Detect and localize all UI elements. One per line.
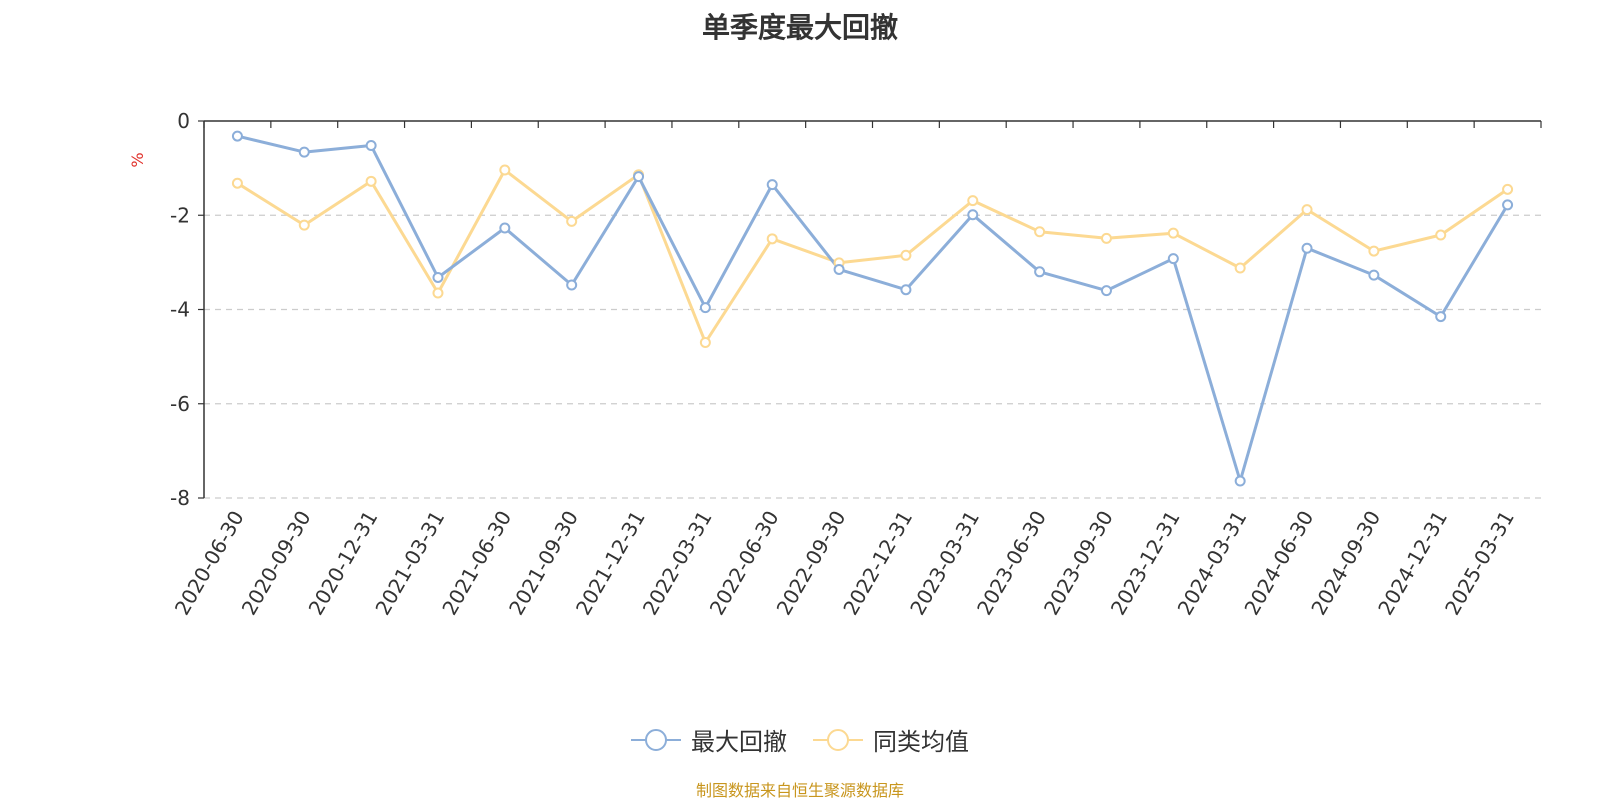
x-tick-label: 2023-06-30 <box>972 507 1051 620</box>
data-point-peer-average <box>1301 204 1313 216</box>
data-point-peer-average <box>1502 183 1514 195</box>
data-point-max-drawdown <box>1034 266 1046 278</box>
data-point-max-drawdown <box>499 222 511 234</box>
x-tick-label: 2023-09-30 <box>1039 507 1118 620</box>
data-point-max-drawdown <box>432 271 444 283</box>
data-point-peer-average <box>1167 227 1179 239</box>
data-point-peer-average <box>1435 229 1447 241</box>
data-point-peer-average <box>1100 232 1112 244</box>
legend-marker-icon <box>631 728 681 751</box>
data-point-max-drawdown <box>365 140 377 152</box>
x-tick-label: 2021-09-30 <box>504 507 583 620</box>
data-point-max-drawdown <box>1301 242 1313 254</box>
data-point-peer-average <box>967 195 979 207</box>
x-tick-label: 2022-12-31 <box>838 507 917 620</box>
data-points <box>231 130 1514 487</box>
data-point-peer-average <box>499 164 511 176</box>
x-tick-label: 2021-06-30 <box>437 507 516 620</box>
data-point-peer-average <box>298 219 310 231</box>
data-point-peer-average <box>365 175 377 187</box>
data-point-max-drawdown <box>566 279 578 291</box>
x-tick-label: 2024-09-30 <box>1306 507 1385 620</box>
data-point-max-drawdown <box>633 171 645 183</box>
series-line-max-drawdown <box>237 134 1509 483</box>
data-point-max-drawdown <box>1100 285 1112 297</box>
x-tick-label: 2022-09-30 <box>772 507 851 620</box>
y-tick-label: -8 <box>170 486 190 510</box>
legend-label: 最大回撤 <box>691 728 787 756</box>
legend: 最大回撤 同类均值 <box>0 722 1600 757</box>
data-point-peer-average <box>1234 262 1246 274</box>
x-tick-label: 2021-12-31 <box>571 507 650 620</box>
data-point-peer-average <box>1368 245 1380 257</box>
y-tick-label: 0 <box>177 109 190 133</box>
x-tick-label: 2023-03-31 <box>905 507 984 620</box>
x-tick-label: 2021-03-31 <box>370 506 449 619</box>
data-point-max-drawdown <box>766 179 778 191</box>
data-point-peer-average <box>432 287 444 299</box>
legend-item-peer-average[interactable]: 同类均值 <box>813 722 969 757</box>
x-tick-label: 2025-03-31 <box>1440 507 1519 620</box>
legend-label: 同类均值 <box>873 728 969 756</box>
x-tick-label: 2024-06-30 <box>1239 507 1318 620</box>
x-tick-label: 2022-03-31 <box>638 507 717 620</box>
data-point-max-drawdown <box>1435 311 1447 323</box>
data-point-peer-average <box>566 215 578 227</box>
axes <box>198 120 1542 499</box>
data-point-max-drawdown <box>1167 253 1179 265</box>
x-tick-label: 2023-12-31 <box>1106 507 1185 620</box>
x-tick-label: 2020-12-31 <box>304 507 383 620</box>
data-point-peer-average <box>766 233 778 245</box>
series-line-peer-average <box>236 168 1509 344</box>
y-tick-label: -2 <box>170 203 190 227</box>
x-tick-label: 2020-09-30 <box>237 507 316 620</box>
data-point-max-drawdown <box>900 284 912 296</box>
y-axis-unit-label: % <box>128 152 147 167</box>
data-point-peer-average <box>1034 226 1046 238</box>
data-point-peer-average <box>900 249 912 261</box>
data-point-max-drawdown <box>1502 199 1514 211</box>
source-note: 制图数据来自恒生聚源数据库 <box>695 781 904 800</box>
data-point-max-drawdown <box>967 209 979 221</box>
data-point-peer-average <box>231 177 243 189</box>
chart-title: 单季度最大回撤 <box>701 11 898 44</box>
x-tick-label: 2020-06-30 <box>170 507 249 620</box>
data-point-max-drawdown <box>1234 475 1246 487</box>
x-tick-label: 2024-03-31 <box>1173 507 1252 620</box>
legend-item-max-drawdown[interactable]: 最大回撤 <box>631 722 787 757</box>
data-point-max-drawdown <box>833 263 845 275</box>
y-tick-label: -4 <box>170 298 190 322</box>
data-point-max-drawdown <box>699 302 711 314</box>
data-point-max-drawdown <box>298 146 310 158</box>
y-tick-label: -6 <box>170 392 190 416</box>
data-point-peer-average <box>699 336 711 348</box>
series-lines <box>236 134 1509 483</box>
legend-marker-icon <box>813 728 863 751</box>
data-point-max-drawdown <box>231 130 243 142</box>
data-point-max-drawdown <box>1368 269 1380 281</box>
x-tick-label: 2024-12-31 <box>1373 507 1452 620</box>
x-tick-label: 2022-06-30 <box>705 507 784 620</box>
